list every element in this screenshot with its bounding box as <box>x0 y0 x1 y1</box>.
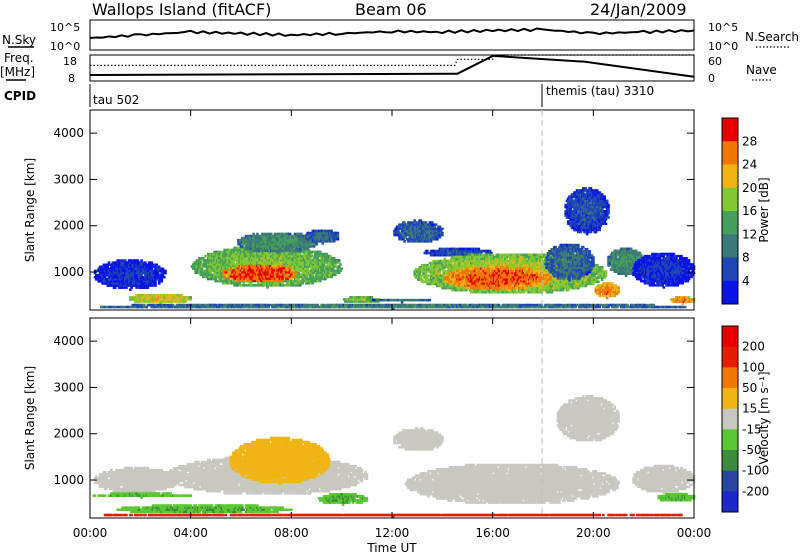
cpid-label: CPID <box>4 89 36 103</box>
heatmap-cell <box>228 271 231 273</box>
freq-tick-top: 18 <box>63 55 77 68</box>
nsky-panel-frame <box>90 20 694 50</box>
nave-tick-top: 60 <box>708 55 722 68</box>
date-title: 24/Jan/2009 <box>590 0 687 19</box>
nsky-series-line <box>90 29 694 39</box>
plot-canvas: Wallops Island (fitACF) Beam 06 24/Jan/2… <box>0 0 800 554</box>
nsearch-tick-top: 10^5 <box>708 21 738 34</box>
heatmap-cell <box>163 276 166 278</box>
nave-label: Nave <box>746 63 777 77</box>
cpid-segment-1: tau 502 <box>93 93 139 107</box>
nave-tick-bottom: 0 <box>708 72 715 85</box>
heatmap-cell <box>340 267 343 269</box>
freq-tick-bottom: 8 <box>68 72 75 85</box>
nsearch-label: N.Search <box>745 30 799 44</box>
cpid-segment-2: themis (tau) 3310 <box>546 84 654 98</box>
station-title: Wallops Island (fitACF) <box>92 0 271 19</box>
heatmap-cell <box>291 269 294 271</box>
heatmap-cell <box>218 251 221 253</box>
freq-label-1: Freq. <box>4 51 34 65</box>
nsearch-tick-bottom: 10^0 <box>708 40 738 53</box>
heatmap-cell <box>120 259 123 261</box>
heatmap-cell <box>339 263 342 265</box>
beam-title: Beam 06 <box>355 0 427 19</box>
freq-panel-frame <box>90 55 694 81</box>
nsky-tick-top: 10^5 <box>50 21 80 34</box>
heatmap-cell <box>265 233 268 235</box>
heatmap-cell <box>338 259 341 261</box>
radar-summary-plot: Wallops Island (fitACF) Beam 06 24/Jan/2… <box>0 0 800 554</box>
heatmap-cell <box>295 271 298 273</box>
freq-series-line <box>90 56 694 77</box>
freq-label-2: [MHz] <box>0 65 35 79</box>
heatmap-cell <box>294 275 297 277</box>
heatmap-cell <box>164 270 167 272</box>
nsky-label: N.Sky <box>2 33 36 47</box>
heatmap-cell <box>245 284 248 286</box>
nsky-tick-bottom: 10^0 <box>50 40 80 53</box>
power-heatmap <box>94 187 696 310</box>
